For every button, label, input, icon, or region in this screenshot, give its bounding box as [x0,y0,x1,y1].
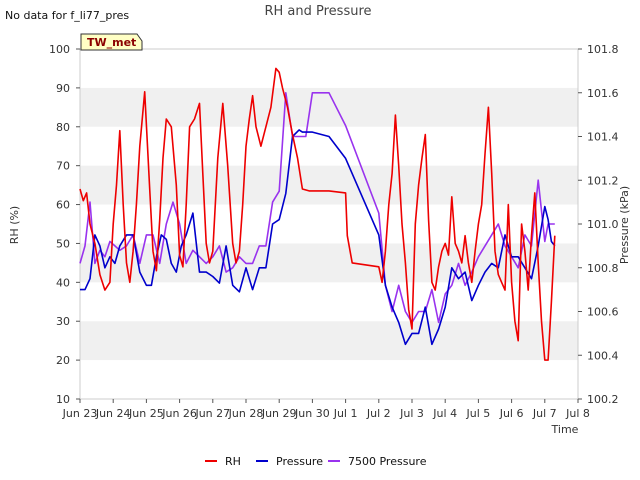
legend-label: RH [225,455,241,468]
y-left-tick-label: 90 [56,82,70,95]
x-tick-label: Jun 28 [228,407,264,420]
legend: RH Pressure 7500 Pressure [205,455,427,468]
y-right-tick-label: 101.4 [587,131,619,144]
x-tick-label: Jun 29 [261,407,297,420]
series-rh [79,67,556,361]
x-axis-title: Time [551,423,579,436]
x-tick-label: Jun 25 [128,407,164,420]
y-left-tick-label: 40 [56,276,70,289]
badge-label: TW_met [87,36,136,49]
series-layer [79,67,556,361]
y-left-tick-label: 60 [56,199,70,212]
x-tick-label: Jul 5 [466,407,491,420]
chart-title: RH and Pressure [264,4,371,19]
y-axis-right: 100.2 100.4 100.6 100.8 101.0 101.2 101.4 101.6… [578,43,619,406]
y-left-tick-label: 100 [49,43,70,56]
x-tick-label: Jun 27 [194,407,230,420]
x-tick-label: Jul 6 [499,407,524,420]
y-left-tick-label: 80 [56,121,70,134]
y-left-tick-label: 30 [56,315,70,328]
grid-band [80,165,578,205]
y-right-tick-label: 101.8 [587,43,619,56]
y-left-tick-label: 20 [56,354,70,367]
y-right-tick-label: 100.6 [587,306,619,319]
x-tick-label: Jul 3 [399,407,424,420]
x-tick-label: Jul 1 [333,407,358,420]
x-tick-label: Jun 24 [95,407,131,420]
x-tick-label: Jul 2 [366,407,391,420]
y-right-tick-label: 100.2 [587,393,619,406]
y-axis-left-title: RH (%) [8,206,21,244]
y-right-tick-label: 101.2 [587,174,619,187]
y-right-tick-label: 101.0 [587,218,619,231]
y-left-tick-label: 50 [56,237,70,250]
x-tick-label: Jul 4 [432,407,457,420]
x-tick-label: Jun 23 [62,407,98,420]
grid-band [80,321,578,361]
x-tick-label: Jul 7 [532,407,557,420]
x-tick-label: Jun 30 [294,407,330,420]
y-left-tick-label: 70 [56,160,70,173]
x-tick-label: Jul 8 [565,407,590,420]
legend-label: Pressure [276,455,323,468]
x-tick-label: Jun 26 [161,407,197,420]
y-right-tick-label: 100.4 [587,349,619,362]
y-right-tick-label: 101.6 [587,87,619,100]
y-right-tick-label: 100.8 [587,262,619,275]
series-pressure [80,129,556,346]
y-axis-left: 10 20 30 40 50 60 70 80 90 100 [49,43,80,406]
y-left-tick-label: 10 [56,393,70,406]
no-data-note: No data for f_li77_pres [5,9,129,22]
tw-met-badge: TW_met [80,33,143,51]
legend-label: 7500 Pressure [348,455,427,468]
y-axis-right-title: Pressure (kPa) [618,186,631,264]
background-bands [80,87,578,361]
